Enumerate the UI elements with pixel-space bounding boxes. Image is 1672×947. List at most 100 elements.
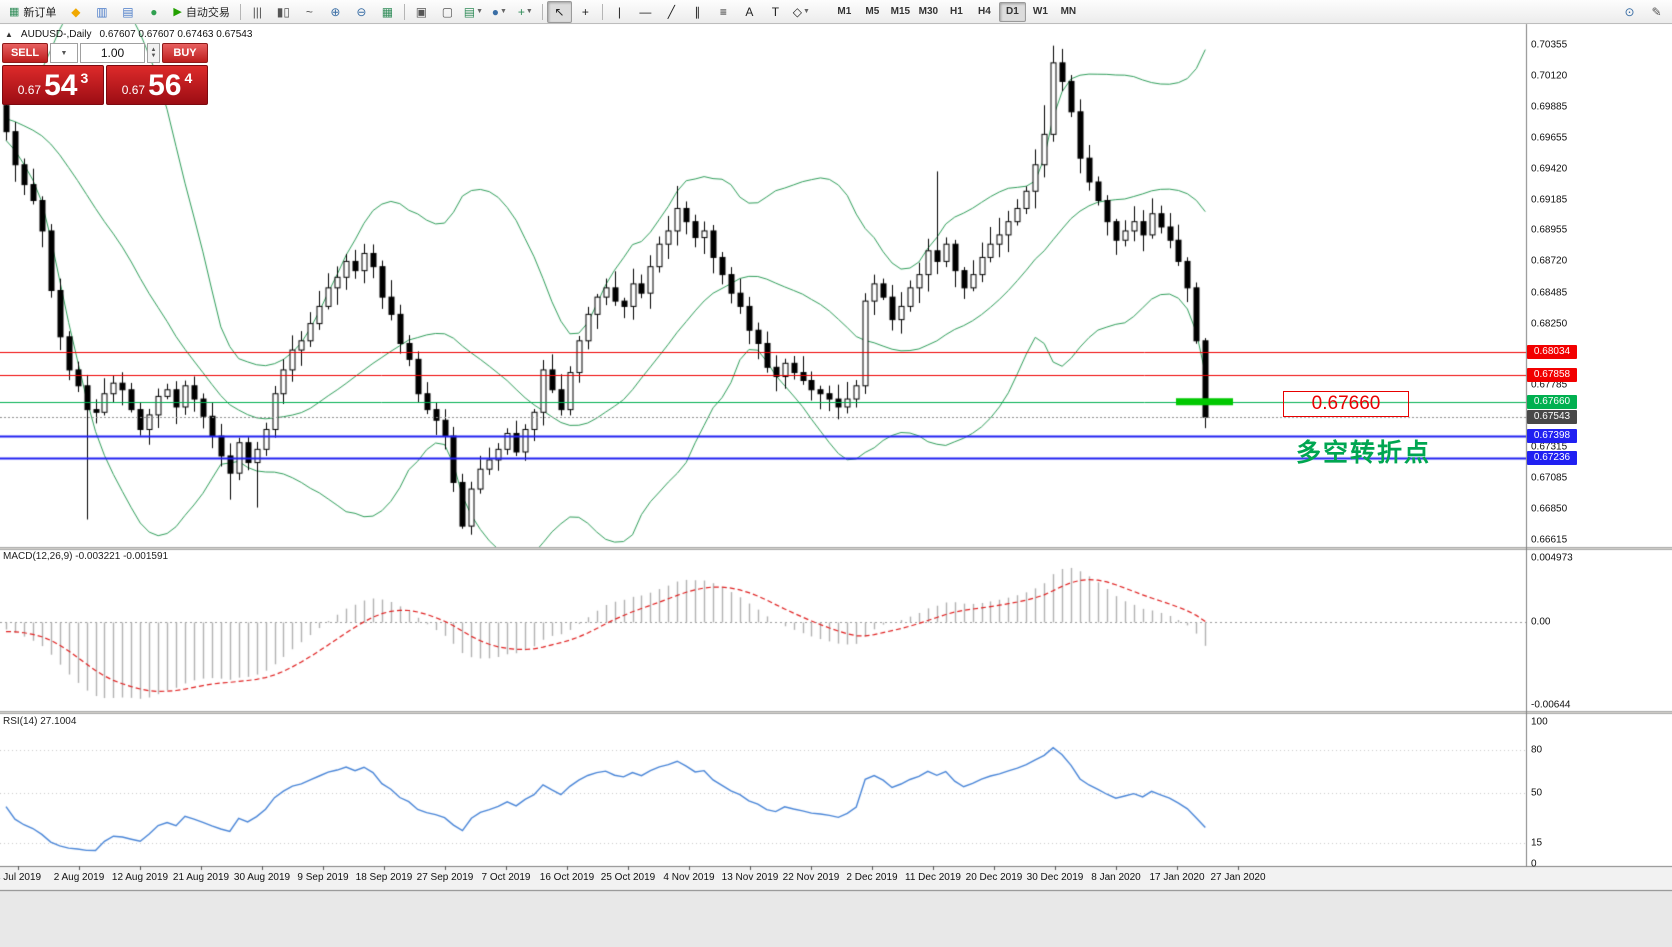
timeframe-button-m30[interactable]: M30	[918, 6, 939, 17]
indicators-icon[interactable]: + ▼	[513, 1, 538, 23]
symbol-period-label: AUDUSD-,Daily	[20, 29, 92, 40]
buy-price-button[interactable]: 0.67 56 4	[106, 65, 208, 105]
stepper-down-icon[interactable]: ▼	[150, 53, 157, 59]
date-axis-label: 25 Oct 2019	[600, 872, 656, 883]
order-type-dropdown[interactable]: ▼	[50, 43, 78, 63]
chart-template-icon[interactable]: ▤ ▼	[461, 1, 486, 23]
sell-price-button[interactable]: 0.67 54 3	[2, 65, 104, 105]
price-axis-badge: 0.67858	[1527, 368, 1577, 383]
edit-icon[interactable]: ✎	[1651, 4, 1662, 19]
vertical-line-icon[interactable]: |	[607, 1, 632, 23]
timeframe-button-w1[interactable]: W1	[1032, 6, 1048, 17]
bar-chart-icon[interactable]: |||	[245, 1, 270, 23]
navigator-icon: ●	[150, 4, 158, 19]
zoom-out-icon[interactable]: ⊖	[349, 1, 374, 23]
search-icon[interactable]: ⊙	[1624, 4, 1635, 19]
sell-button[interactable]: SELL	[2, 43, 48, 63]
buy-button[interactable]: BUY	[162, 43, 208, 63]
timeframe-button-m1[interactable]: M1	[837, 6, 852, 17]
timeframe-button-mn[interactable]: MN	[1060, 6, 1077, 17]
date-axis-label: 30 Dec 2019	[1026, 872, 1084, 883]
navigator-icon[interactable]: ●	[141, 1, 166, 23]
alerts-horn-icon[interactable]: ◆	[63, 1, 88, 23]
rsi-axis-label: 15	[1531, 837, 1543, 849]
cursor-icon: ↖	[554, 4, 565, 19]
line-chart-icon[interactable]: ~	[297, 1, 322, 23]
price-axis-label: 0.68955	[1531, 224, 1568, 236]
date-axis-label: 4 Nov 2019	[663, 872, 715, 883]
timeframe-button-m15[interactable]: M15	[890, 6, 911, 17]
crosshair-icon[interactable]: +	[573, 1, 598, 23]
price-axis-label: 0.69885	[1531, 101, 1568, 113]
cursor-icon[interactable]: ↖	[546, 0, 572, 23]
shapes-icon[interactable]: ◇ ▼	[789, 1, 814, 23]
text-icon[interactable]: A	[737, 1, 762, 23]
channel-icon[interactable]: ∥	[685, 1, 710, 23]
timeframe-button-h1[interactable]: H1	[949, 6, 963, 17]
sell-price-prefix: 0.67	[17, 83, 42, 97]
date-axis-label: 18 Sep 2019	[355, 872, 413, 883]
autotrading-button[interactable]: ▶ 自动交易	[167, 2, 235, 22]
toolbar-separator	[541, 3, 543, 20]
bar-chart-icon: |||	[252, 4, 263, 19]
buy-price-main: 56	[148, 69, 182, 102]
grid-icon[interactable]: ▦	[375, 1, 400, 23]
volume-stepper[interactable]: ▲ ▼	[147, 43, 160, 63]
date-axis-label: 30 Aug 2019	[233, 872, 291, 883]
date-axis-label: 11 Dec 2019	[905, 872, 961, 883]
price-axis-label: 0.68250	[1531, 318, 1568, 330]
price-axis-badge: 0.68034	[1527, 345, 1577, 360]
date-axis-label: 4 Jul 2019	[0, 872, 42, 883]
channel-icon: ∥	[694, 4, 701, 19]
panel-collapse-icon[interactable]: ▲	[5, 30, 13, 39]
cascade-windows-icon: ▢	[441, 4, 454, 19]
new-order-button[interactable]: ▦ 新订单	[3, 2, 62, 22]
new-order-button-icon: ▦	[9, 6, 20, 18]
date-axis-label: 16 Oct 2019	[539, 872, 595, 883]
text-icon: A	[745, 4, 754, 19]
price-axis-label: 0.66850	[1531, 503, 1568, 515]
chart-template-icon: ▤	[463, 4, 476, 19]
text-label-icon[interactable]: T	[763, 1, 788, 23]
candlestick-chart-icon: ▮▯	[276, 4, 290, 19]
zoom-out-icon: ⊖	[356, 4, 367, 19]
price-axis-label: 0.67085	[1531, 472, 1568, 484]
macd-axis-label: -0.00644	[1531, 699, 1571, 711]
price-annotation-box[interactable]: 0.67660	[1283, 391, 1409, 417]
main-toolbar: ▦ 新订单 ◆ ▥ ▤ ● ▶ 自动交易 ||| ▮▯ ~ ⊕ ⊖ ▦ ▣ ▢ ▤ ▼ ● ▼ + ▼ ↖ + | — ╱ ∥ ≡ A T ◇…	[0, 0, 1672, 24]
price-axis-label: 0.69655	[1531, 132, 1568, 144]
price-axis-badge: 0.67660	[1527, 394, 1577, 409]
shapes-icon: ◇	[792, 4, 803, 19]
toolbar-separator	[601, 3, 603, 20]
price-axis-label: 0.69420	[1531, 163, 1568, 175]
timeframe-button-h4[interactable]: H4	[977, 6, 991, 17]
timeframe-button-m5[interactable]: M5	[865, 6, 880, 17]
price-axis-label: 0.69185	[1531, 194, 1568, 206]
horizontal-line-icon: —	[639, 4, 652, 19]
toolbar-separator	[239, 3, 241, 20]
candlestick-chart-icon[interactable]: ▮▯	[271, 1, 296, 23]
price-axis-label: 0.70120	[1531, 70, 1568, 82]
period-clock-icon[interactable]: ● ▼	[487, 1, 512, 23]
buy-price-prefix: 0.67	[121, 83, 146, 97]
tile-windows-icon[interactable]: ▣	[409, 1, 434, 23]
timeframe-button-d1[interactable]: D1	[998, 1, 1026, 22]
vertical-line-icon: |	[617, 4, 621, 19]
stepper-up-icon[interactable]: ▲	[150, 47, 157, 53]
toolbar-separator	[403, 3, 405, 20]
data-window-icon[interactable]: ▤	[115, 1, 140, 23]
price-axis-label: 0.67785	[1531, 379, 1568, 391]
horizontal-line-icon[interactable]: —	[633, 1, 658, 23]
cascade-windows-icon[interactable]: ▢	[435, 1, 460, 23]
period-clock-icon: ●	[491, 4, 500, 19]
text-label-icon: T	[771, 4, 780, 19]
trendline-icon[interactable]: ╱	[659, 1, 684, 23]
rsi-axis-label: 100	[1531, 716, 1548, 728]
volume-input[interactable]: 1.00	[80, 43, 145, 63]
market-watch-icon: ▥	[96, 4, 108, 19]
one-click-trading-panel: SELL ▼ 1.00 ▲ ▼ BUY 0.67 54 3 0.67 56 4	[2, 43, 208, 105]
fibonacci-icon[interactable]: ≡	[711, 1, 736, 23]
zoom-in-icon[interactable]: ⊕	[323, 1, 348, 23]
market-watch-icon[interactable]: ▥	[89, 1, 114, 23]
